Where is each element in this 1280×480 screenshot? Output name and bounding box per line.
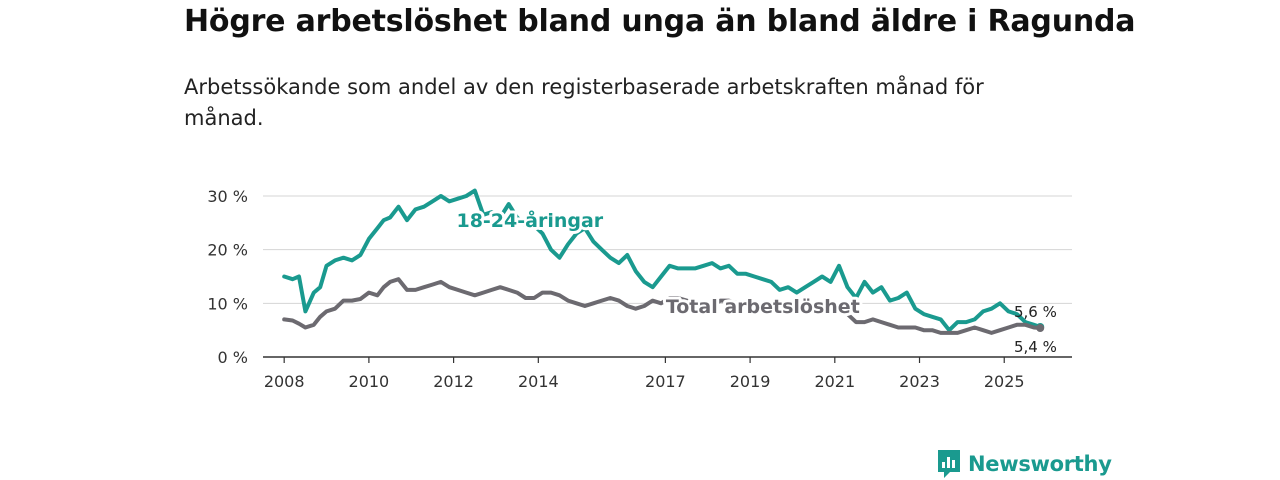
x-tick-label: 2025	[984, 372, 1025, 391]
series-label: 18-24-åringar	[456, 208, 603, 232]
brand-name: Newsworthy	[968, 452, 1112, 476]
newsworthy-logo[interactable]: Newsworthy	[936, 448, 1112, 480]
chart-title: Högre arbetslöshet bland unga än bland ä…	[184, 4, 1136, 39]
x-tick-label: 2019	[730, 372, 771, 391]
series-end-label: 5,4 %	[1014, 338, 1057, 356]
x-tick-label: 2017	[645, 372, 686, 391]
chart-subtitle: Arbetssökande som andel av den registerb…	[184, 75, 984, 130]
chart-bubble-icon	[938, 450, 960, 478]
x-tick-label: 2010	[349, 372, 390, 391]
y-tick-label: 30 %	[207, 187, 248, 206]
x-tick-label: 2012	[433, 372, 474, 391]
x-tick-label: 2023	[899, 372, 940, 391]
x-tick-label: 2008	[264, 372, 305, 391]
series-end-point	[1036, 324, 1045, 333]
series-end-label: 5,6 %	[1014, 303, 1057, 321]
series-line-1	[282, 277, 1043, 335]
y-tick-label: 0 %	[218, 348, 248, 367]
x-tick-label: 2014	[518, 372, 559, 391]
series-label: Total arbetslöshet	[666, 296, 860, 318]
y-tick-label: 20 %	[207, 241, 248, 260]
y-tick-label: 10 %	[207, 294, 248, 313]
series-line-0	[282, 188, 1043, 333]
x-tick-label: 2021	[814, 372, 855, 391]
